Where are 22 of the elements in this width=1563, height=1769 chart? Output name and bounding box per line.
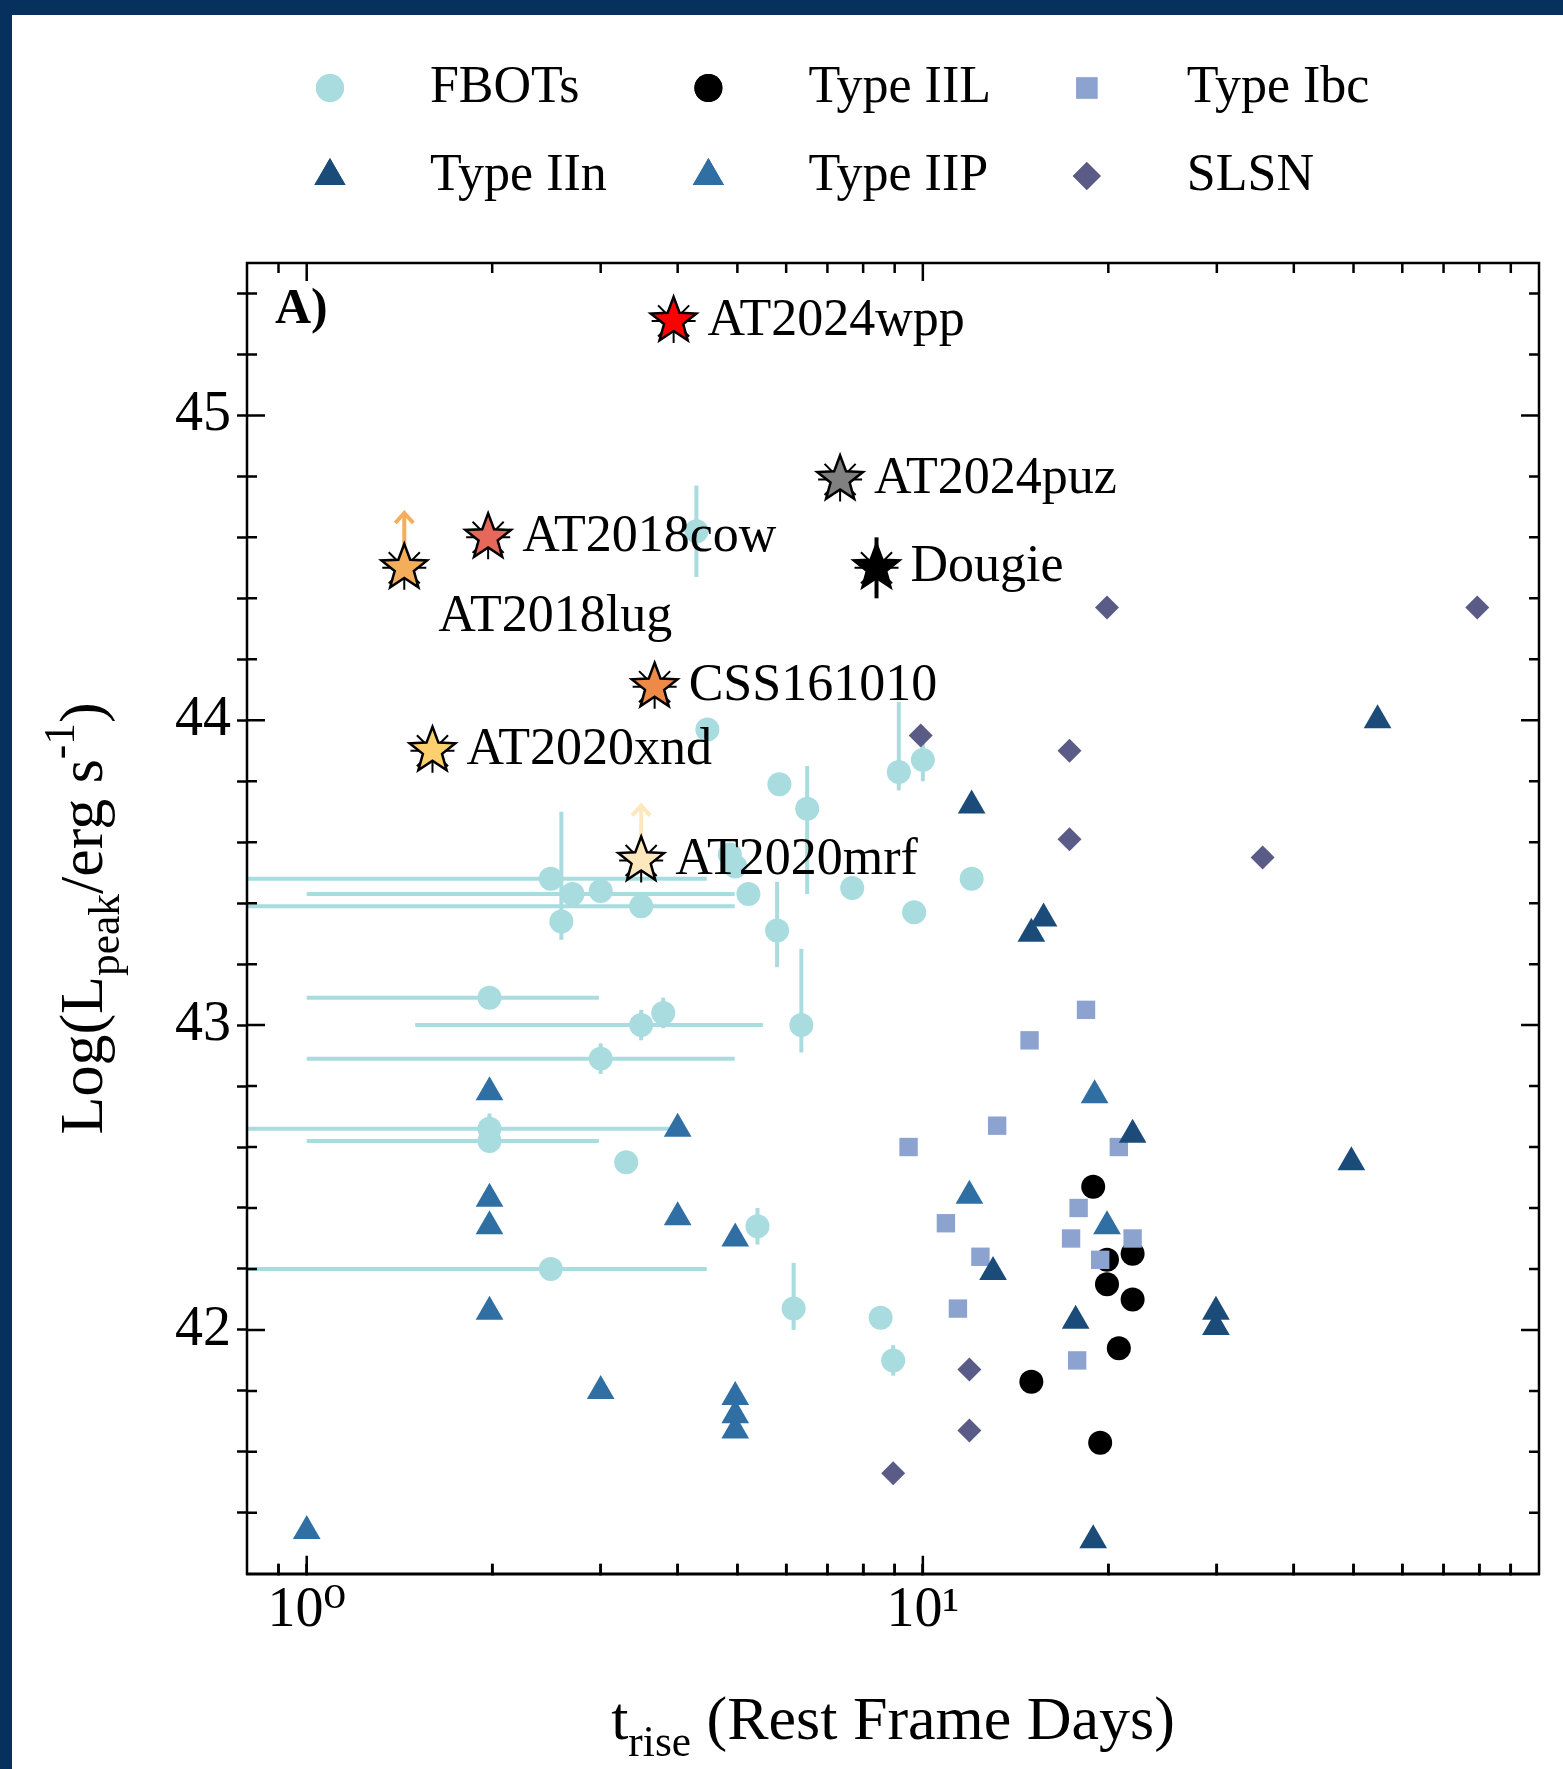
y-tick-label: 45	[175, 380, 231, 443]
legend-label: Type IIn	[429, 143, 607, 201]
annotation: Dougie	[910, 535, 1064, 593]
annotation: AT2024wpp	[707, 288, 965, 346]
y-axis-title: Log(Lpeak/erg s-1)	[35, 702, 129, 1135]
annotation: A)	[275, 277, 328, 334]
annotation: AT2018lug	[438, 584, 673, 642]
annotation: AT2024puz	[874, 447, 1117, 505]
annotation: AT2020mrf	[675, 828, 919, 886]
x-tick-label: 10¹	[886, 1576, 960, 1639]
legend-label: Type IIP	[808, 143, 989, 201]
x-tick-label: 10⁰	[267, 1576, 346, 1639]
annotation: AT2018cow	[522, 505, 777, 563]
y-tick-label: 44	[175, 684, 231, 747]
annotation: AT2020xnd	[466, 718, 713, 776]
y-tick-label: 42	[175, 1294, 231, 1357]
legend-label: Type Ibc	[1186, 55, 1370, 113]
legend-label: Type IIL	[808, 55, 992, 113]
annotation: CSS161010	[688, 654, 938, 712]
legend-label: FBOTs	[429, 55, 580, 113]
y-tick-label: 43	[175, 989, 231, 1052]
legend-label: SLSN	[1186, 143, 1314, 201]
